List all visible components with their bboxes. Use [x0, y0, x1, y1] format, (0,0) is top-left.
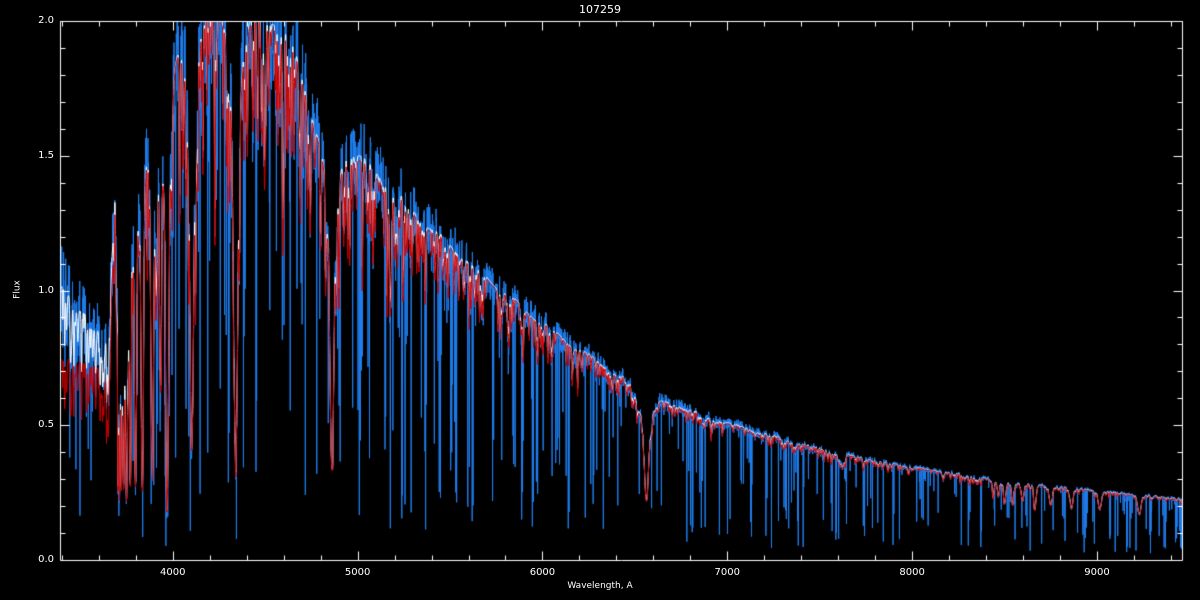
y-tick-label: 0.0 — [38, 554, 54, 565]
y-tick-label: 0.5 — [38, 419, 54, 431]
x-tick-label: 9000 — [1084, 567, 1110, 578]
x-tick-label: 7000 — [714, 567, 741, 578]
x-tick-label: 5000 — [344, 567, 371, 578]
page-title: 107259 — [579, 3, 621, 16]
y-tick-label: 1.0 — [38, 284, 54, 296]
y-tick-label: 2.0 — [38, 15, 54, 26]
x-tick-label: 4000 — [160, 567, 186, 578]
x-tick-label: 8000 — [899, 567, 925, 578]
x-tick-label: 6000 — [529, 567, 556, 578]
x-axis-label: Wavelength, A — [567, 581, 633, 591]
y-tick-label: 1.5 — [38, 149, 54, 161]
